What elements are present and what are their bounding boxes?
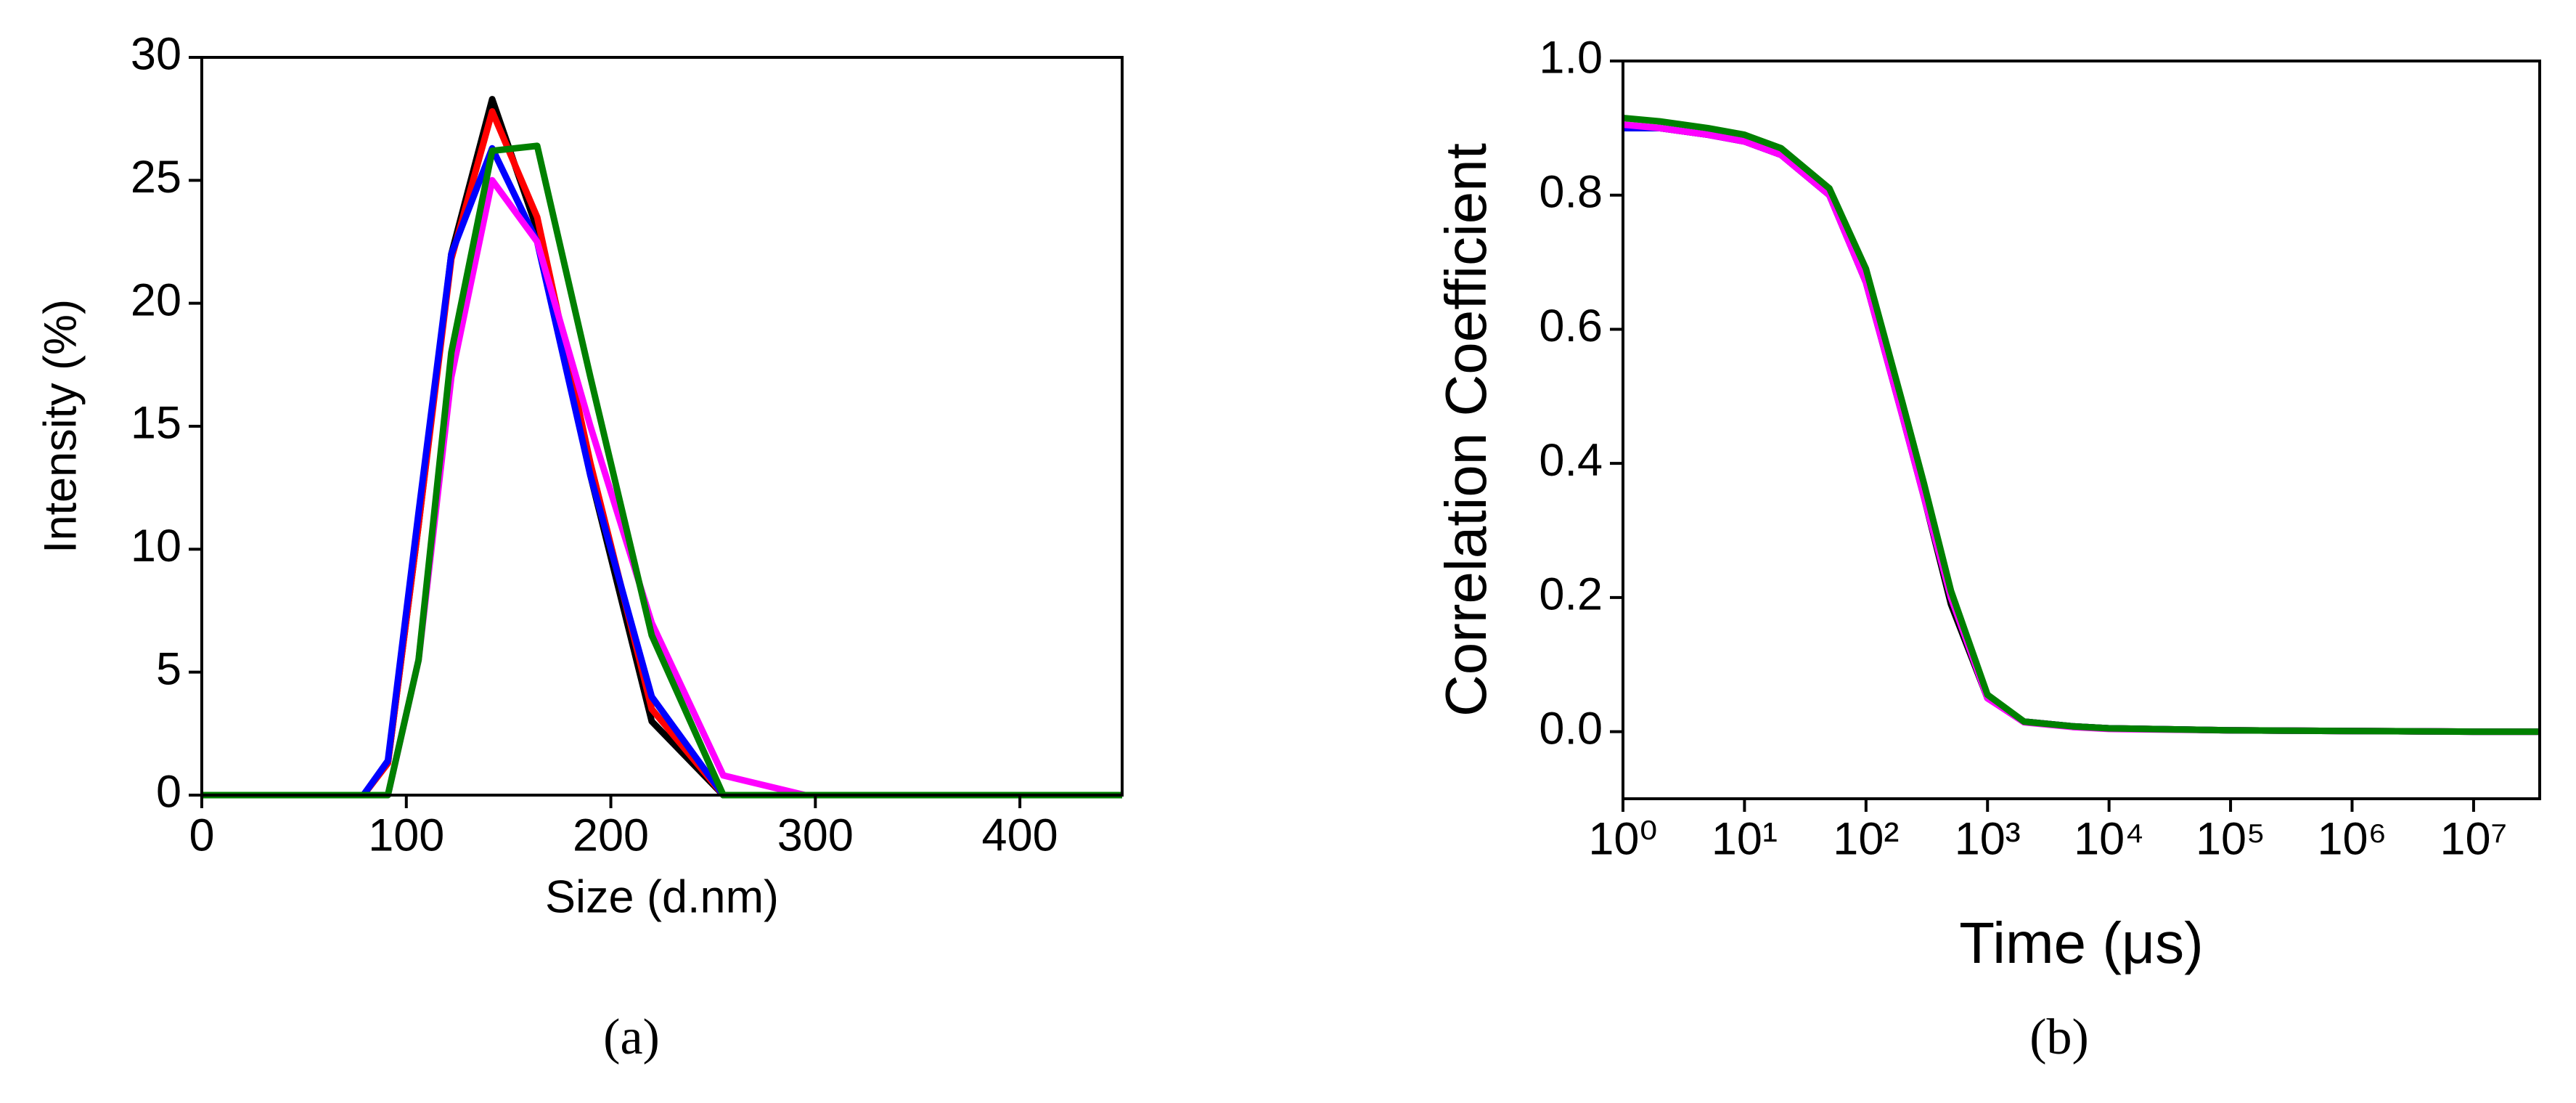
data-line — [202, 108, 1122, 799]
x-tick-label: 400 — [982, 810, 1058, 861]
data-line — [1623, 124, 2540, 736]
x-axis-title: Size (d.nm) — [545, 872, 779, 923]
y-tick-label: 0.8 — [1539, 166, 1603, 217]
data-line — [202, 142, 1122, 799]
y-axis-title: Intensity (%) — [36, 299, 86, 553]
plot-frame — [200, 56, 1124, 797]
data-line — [202, 96, 1122, 799]
x-tick-label: 100 — [368, 810, 444, 861]
x-tick-label: 10³ — [1955, 814, 2021, 865]
y-tick-label: 5 — [156, 643, 181, 694]
y-tick-label: 0.0 — [1539, 703, 1603, 754]
x-tick-label: 0 — [189, 810, 214, 861]
caption: (a) — [603, 1009, 660, 1065]
y-tick-label: 15 — [131, 398, 181, 449]
data-line — [1622, 121, 2540, 736]
x-tick-label: 10⁶ — [2317, 814, 2387, 865]
y-tick-label: 20 — [131, 274, 181, 325]
y-tick-label: 0 — [156, 767, 181, 818]
x-tick-label: 10⁵ — [2196, 814, 2265, 865]
y-tick-label: 0.6 — [1539, 301, 1603, 351]
caption: (b) — [2029, 1009, 2089, 1065]
y-tick-label: 0.2 — [1539, 569, 1603, 620]
x-axis-title: Time (μs) — [1959, 911, 2203, 975]
x-tick-label: 10⁰ — [1588, 814, 1657, 865]
x-tick-label: 10² — [1833, 814, 1899, 865]
data-line — [202, 176, 1122, 799]
x-tick-label: 300 — [777, 810, 854, 861]
y-tick-label: 1.0 — [1539, 33, 1603, 84]
y-tick-label: 30 — [131, 29, 181, 80]
data-line — [1623, 124, 2540, 736]
data-line — [202, 145, 1122, 799]
y-tick-label: 0.4 — [1539, 435, 1603, 486]
x-tick-label: 10⁷ — [2440, 814, 2507, 865]
plot-frame — [1622, 60, 2541, 800]
x-tick-label: 10¹ — [1712, 814, 1778, 865]
data-line — [1622, 115, 2540, 736]
x-tick-label: 10⁴ — [2074, 814, 2144, 865]
y-axis-title: Correlation Coefficient — [1434, 143, 1498, 717]
y-tick-label: 10 — [131, 521, 181, 571]
x-tick-label: 200 — [573, 810, 649, 861]
data-line — [1622, 121, 2540, 736]
y-tick-label: 25 — [131, 152, 181, 203]
